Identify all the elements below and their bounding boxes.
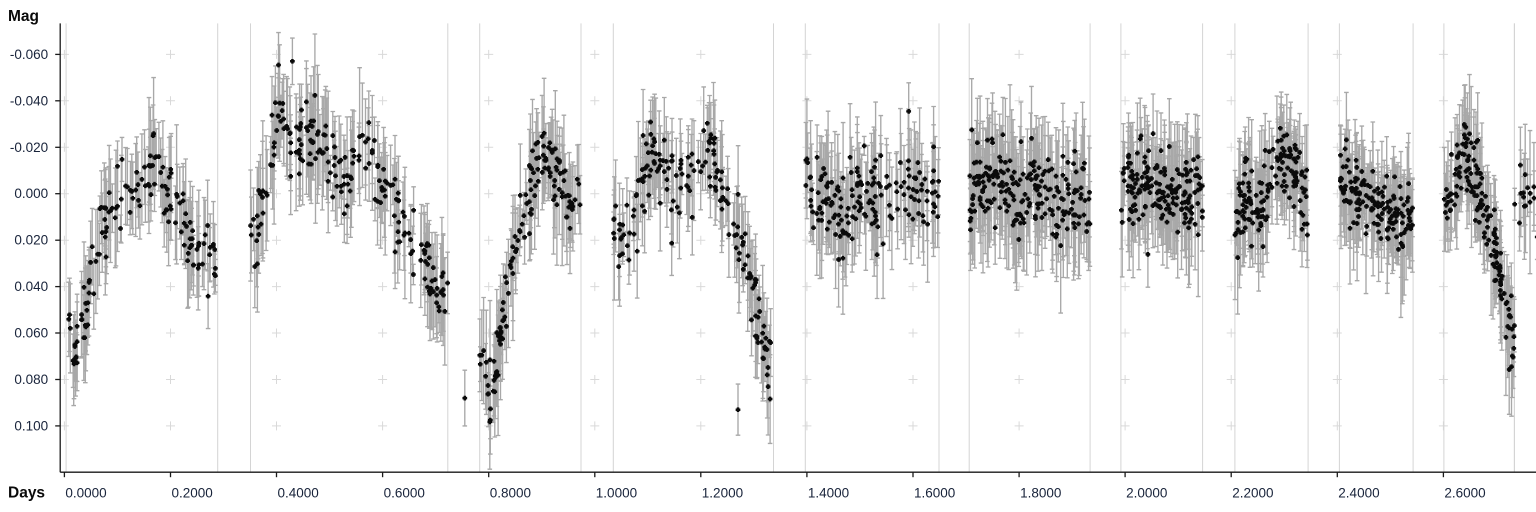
svg-text:0.0000: 0.0000 xyxy=(65,486,106,501)
svg-text:0.020: 0.020 xyxy=(14,233,48,248)
svg-text:0.8000: 0.8000 xyxy=(490,486,531,501)
svg-text:-0.040: -0.040 xyxy=(10,93,48,108)
svg-text:Days: Days xyxy=(8,485,45,502)
svg-text:0.2000: 0.2000 xyxy=(172,486,213,501)
svg-text:2.6000: 2.6000 xyxy=(1444,486,1485,501)
svg-text:2.0000: 2.0000 xyxy=(1126,486,1167,501)
svg-text:2.2000: 2.2000 xyxy=(1232,486,1273,501)
svg-text:1.4000: 1.4000 xyxy=(808,486,849,501)
svg-text:Mag: Mag xyxy=(8,8,39,25)
svg-text:0.000: 0.000 xyxy=(14,186,48,201)
svg-text:1.0000: 1.0000 xyxy=(596,486,637,501)
svg-text:1.6000: 1.6000 xyxy=(914,486,955,501)
svg-text:-0.060: -0.060 xyxy=(10,47,48,62)
svg-text:0.060: 0.060 xyxy=(14,326,48,341)
svg-text:0.4000: 0.4000 xyxy=(278,486,319,501)
svg-text:0.080: 0.080 xyxy=(14,372,48,387)
svg-text:0.040: 0.040 xyxy=(14,279,48,294)
svg-text:1.2000: 1.2000 xyxy=(702,486,743,501)
svg-text:-0.020: -0.020 xyxy=(10,140,48,155)
svg-text:0.6000: 0.6000 xyxy=(384,486,425,501)
svg-text:1.8000: 1.8000 xyxy=(1020,486,1061,501)
svg-text:2.4000: 2.4000 xyxy=(1338,486,1379,501)
svg-text:0.100: 0.100 xyxy=(14,418,48,433)
